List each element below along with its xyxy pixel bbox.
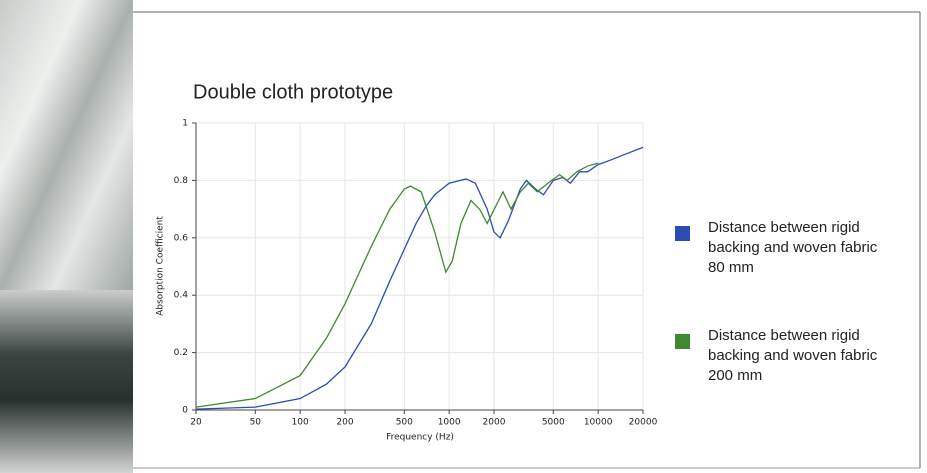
series-line bbox=[195, 146, 644, 410]
y-axis-label: Absorption Coefficient bbox=[156, 216, 166, 316]
x-tick-label: 100 bbox=[292, 418, 309, 428]
y-tick-label: 0.6 bbox=[174, 233, 189, 243]
y-tick-label: 0.4 bbox=[174, 291, 189, 301]
legend-swatch bbox=[675, 334, 690, 349]
legend-item: Distance between rigid backing and woven… bbox=[675, 218, 915, 278]
photo-bottom bbox=[0, 290, 133, 473]
x-axis-label: Frequency (Hz) bbox=[386, 433, 454, 443]
legend-label: Distance between rigid backing and woven… bbox=[708, 219, 878, 276]
series-line bbox=[195, 162, 599, 408]
legend-label: Distance between rigid backing and woven… bbox=[708, 327, 878, 384]
x-tick-label: 200 bbox=[336, 418, 353, 428]
x-tick-label: 20 bbox=[190, 418, 202, 428]
chart-title: Double cloth prototype bbox=[193, 81, 393, 103]
x-tick-label: 2000 bbox=[483, 418, 506, 428]
legend-swatch bbox=[675, 226, 690, 241]
x-tick-label: 5000 bbox=[542, 418, 565, 428]
x-tick-label: 50 bbox=[250, 418, 262, 428]
y-tick-label: 0 bbox=[182, 406, 188, 416]
x-tick-label: 10000 bbox=[584, 418, 613, 428]
x-tick-label: 20000 bbox=[629, 418, 658, 428]
legend-item: Distance between rigid backing and woven… bbox=[675, 326, 915, 386]
y-tick-label: 0.2 bbox=[174, 348, 188, 358]
y-tick-label: 1 bbox=[182, 119, 188, 129]
y-tick-label: 0.8 bbox=[174, 176, 189, 186]
x-tick-label: 1000 bbox=[438, 418, 461, 428]
photo-top bbox=[0, 0, 133, 290]
x-tick-label: 500 bbox=[396, 418, 413, 428]
